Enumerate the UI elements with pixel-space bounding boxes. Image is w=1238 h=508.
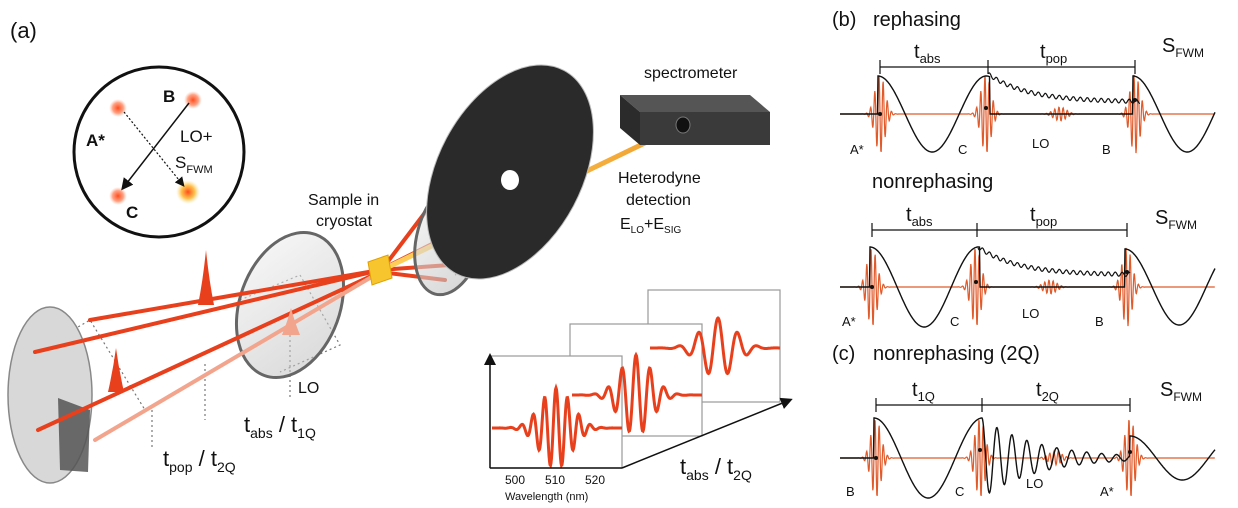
panel-nonrephasing-title: nonrephasing <box>872 171 993 193</box>
panel-b-tabs: tabs <box>914 41 941 66</box>
beam-a-star: A* <box>86 131 105 150</box>
panel-nonreph-sfwm: SFWM <box>1155 207 1197 232</box>
seq-n-dot-2 <box>1125 270 1129 274</box>
panel-nonreph-tabs: tabs <box>906 204 933 229</box>
panel-c-t2q: t2Q <box>1036 379 1059 404</box>
pulse-markers <box>108 250 300 392</box>
spectrometer-label: spectrometer <box>644 65 738 82</box>
panel-nonreph-pulse-lo: LO <box>1022 306 1039 321</box>
sample-in-cryostat: Sample in cryostat <box>308 192 393 286</box>
panel-a: (a) A* B LO+ SFWM C <box>7 18 793 503</box>
seq-c-pulse-train <box>840 419 1215 497</box>
seq-n-decay-curve <box>977 247 1131 277</box>
seq-b-dot-2 <box>1133 98 1137 102</box>
pulse-sequence-panels: (b) rephasing tabs tpop SFWM A* C LO B n… <box>832 9 1216 499</box>
beam-b: B <box>163 87 175 106</box>
heterodyne-fields: ELO+ESIG <box>620 216 681 236</box>
seq-c-dot-2 <box>1128 450 1132 454</box>
inset-tick-500: 500 <box>505 473 525 487</box>
seq-b-decay-curve <box>987 72 1140 104</box>
seq-b-dot-0 <box>878 112 882 116</box>
panel-b-tpop: tpop <box>1040 41 1067 66</box>
beam-c: C <box>126 203 138 222</box>
seq-c-dot-0 <box>874 456 878 460</box>
panel-nonrephasing: nonrephasing tabs tpop SFWM A* C LO B <box>840 171 1216 329</box>
panel-c-pulse-c: C <box>955 484 964 499</box>
beam-geometry-map: A* B LO+ SFWM C <box>72 65 246 239</box>
panel-b-sfwm: SFWM <box>1162 35 1204 60</box>
inset-axis-label: tabs / t2Q <box>680 454 752 483</box>
panel-c-label: (c) <box>832 343 855 365</box>
panel-b-pulse-a-star: A* <box>850 142 864 157</box>
spectrum-curve-front <box>492 383 622 469</box>
inset-xlabel: Wavelength (nm) <box>505 491 588 503</box>
heterodyne-detection: Heterodyne detection ELO+ESIG <box>618 170 701 236</box>
panel-c-pulse-b: B <box>846 484 855 499</box>
panel-c-pulse-a-star: A* <box>1100 484 1114 499</box>
seq-c-dot-1 <box>978 448 982 452</box>
panel-nonreph-pulse-c: C <box>950 314 959 329</box>
inset-tick-510: 510 <box>545 473 565 487</box>
spectrometer-box: spectrometer <box>620 65 770 145</box>
inset-tick-520: 520 <box>585 473 605 487</box>
heterodyne-line-1: Heterodyne <box>618 170 701 187</box>
panel-c-nonrephasing-2q: (c) nonrephasing (2Q) t1Q t2Q SFWM B C L… <box>832 343 1216 499</box>
tpop-t2q-label: tpop / t2Q <box>163 446 236 475</box>
seq-n-signal-curve <box>840 246 1216 328</box>
panel-nonreph-pulse-a-star: A* <box>842 314 856 329</box>
tabs-t1q-label: tabs / t1Q <box>244 412 316 441</box>
panel-b-waveforms <box>840 72 1216 154</box>
panel-b-label: (b) <box>832 9 856 31</box>
panel-b-pulse-b: B <box>1102 142 1111 157</box>
panel-c-waveforms <box>840 417 1216 499</box>
seq-c-signal-curve <box>840 417 1216 499</box>
panel-nonreph-pulse-b: B <box>1095 314 1104 329</box>
seq-b-dot-1 <box>984 106 988 110</box>
beam-splitter-disk <box>7 306 93 484</box>
aperture-mask <box>426 64 594 280</box>
panel-b-pulse-lo: LO <box>1032 136 1049 151</box>
spectrum-curve-back <box>650 316 780 376</box>
spectra-inset: 500 510 520 Wavelength (nm) tabs / t2Q <box>484 289 793 503</box>
sample-label-1: Sample in <box>308 192 379 209</box>
seq-b-signal-curve <box>840 75 1216 153</box>
panel-c-pulse-lo: LO <box>1026 476 1043 491</box>
seq-n-dot-0 <box>870 285 874 289</box>
seq-n-dot-1 <box>974 280 978 284</box>
heterodyne-line-2: detection <box>626 192 691 209</box>
panel-b-pulse-c: C <box>958 142 967 157</box>
panel-b-title: rephasing <box>873 9 961 31</box>
panel-a-label: (a) <box>10 18 37 43</box>
lo-label: LO <box>298 380 319 397</box>
panel-nonreph-waveforms <box>840 246 1216 328</box>
panel-c-title: nonrephasing (2Q) <box>873 343 1040 365</box>
panel-b-rephasing: (b) rephasing tabs tpop SFWM A* C LO B <box>832 9 1216 157</box>
panel-c-sfwm: SFWM <box>1160 379 1202 404</box>
spectrum-curve-middle <box>572 351 702 434</box>
beam-lo-plus: LO+ <box>180 127 213 146</box>
panel-c-t1q: t1Q <box>912 379 935 404</box>
sample-label-2: cryostat <box>316 213 373 230</box>
panel-nonreph-tpop: tpop <box>1030 204 1057 229</box>
beam-s: SFWM <box>175 153 213 176</box>
